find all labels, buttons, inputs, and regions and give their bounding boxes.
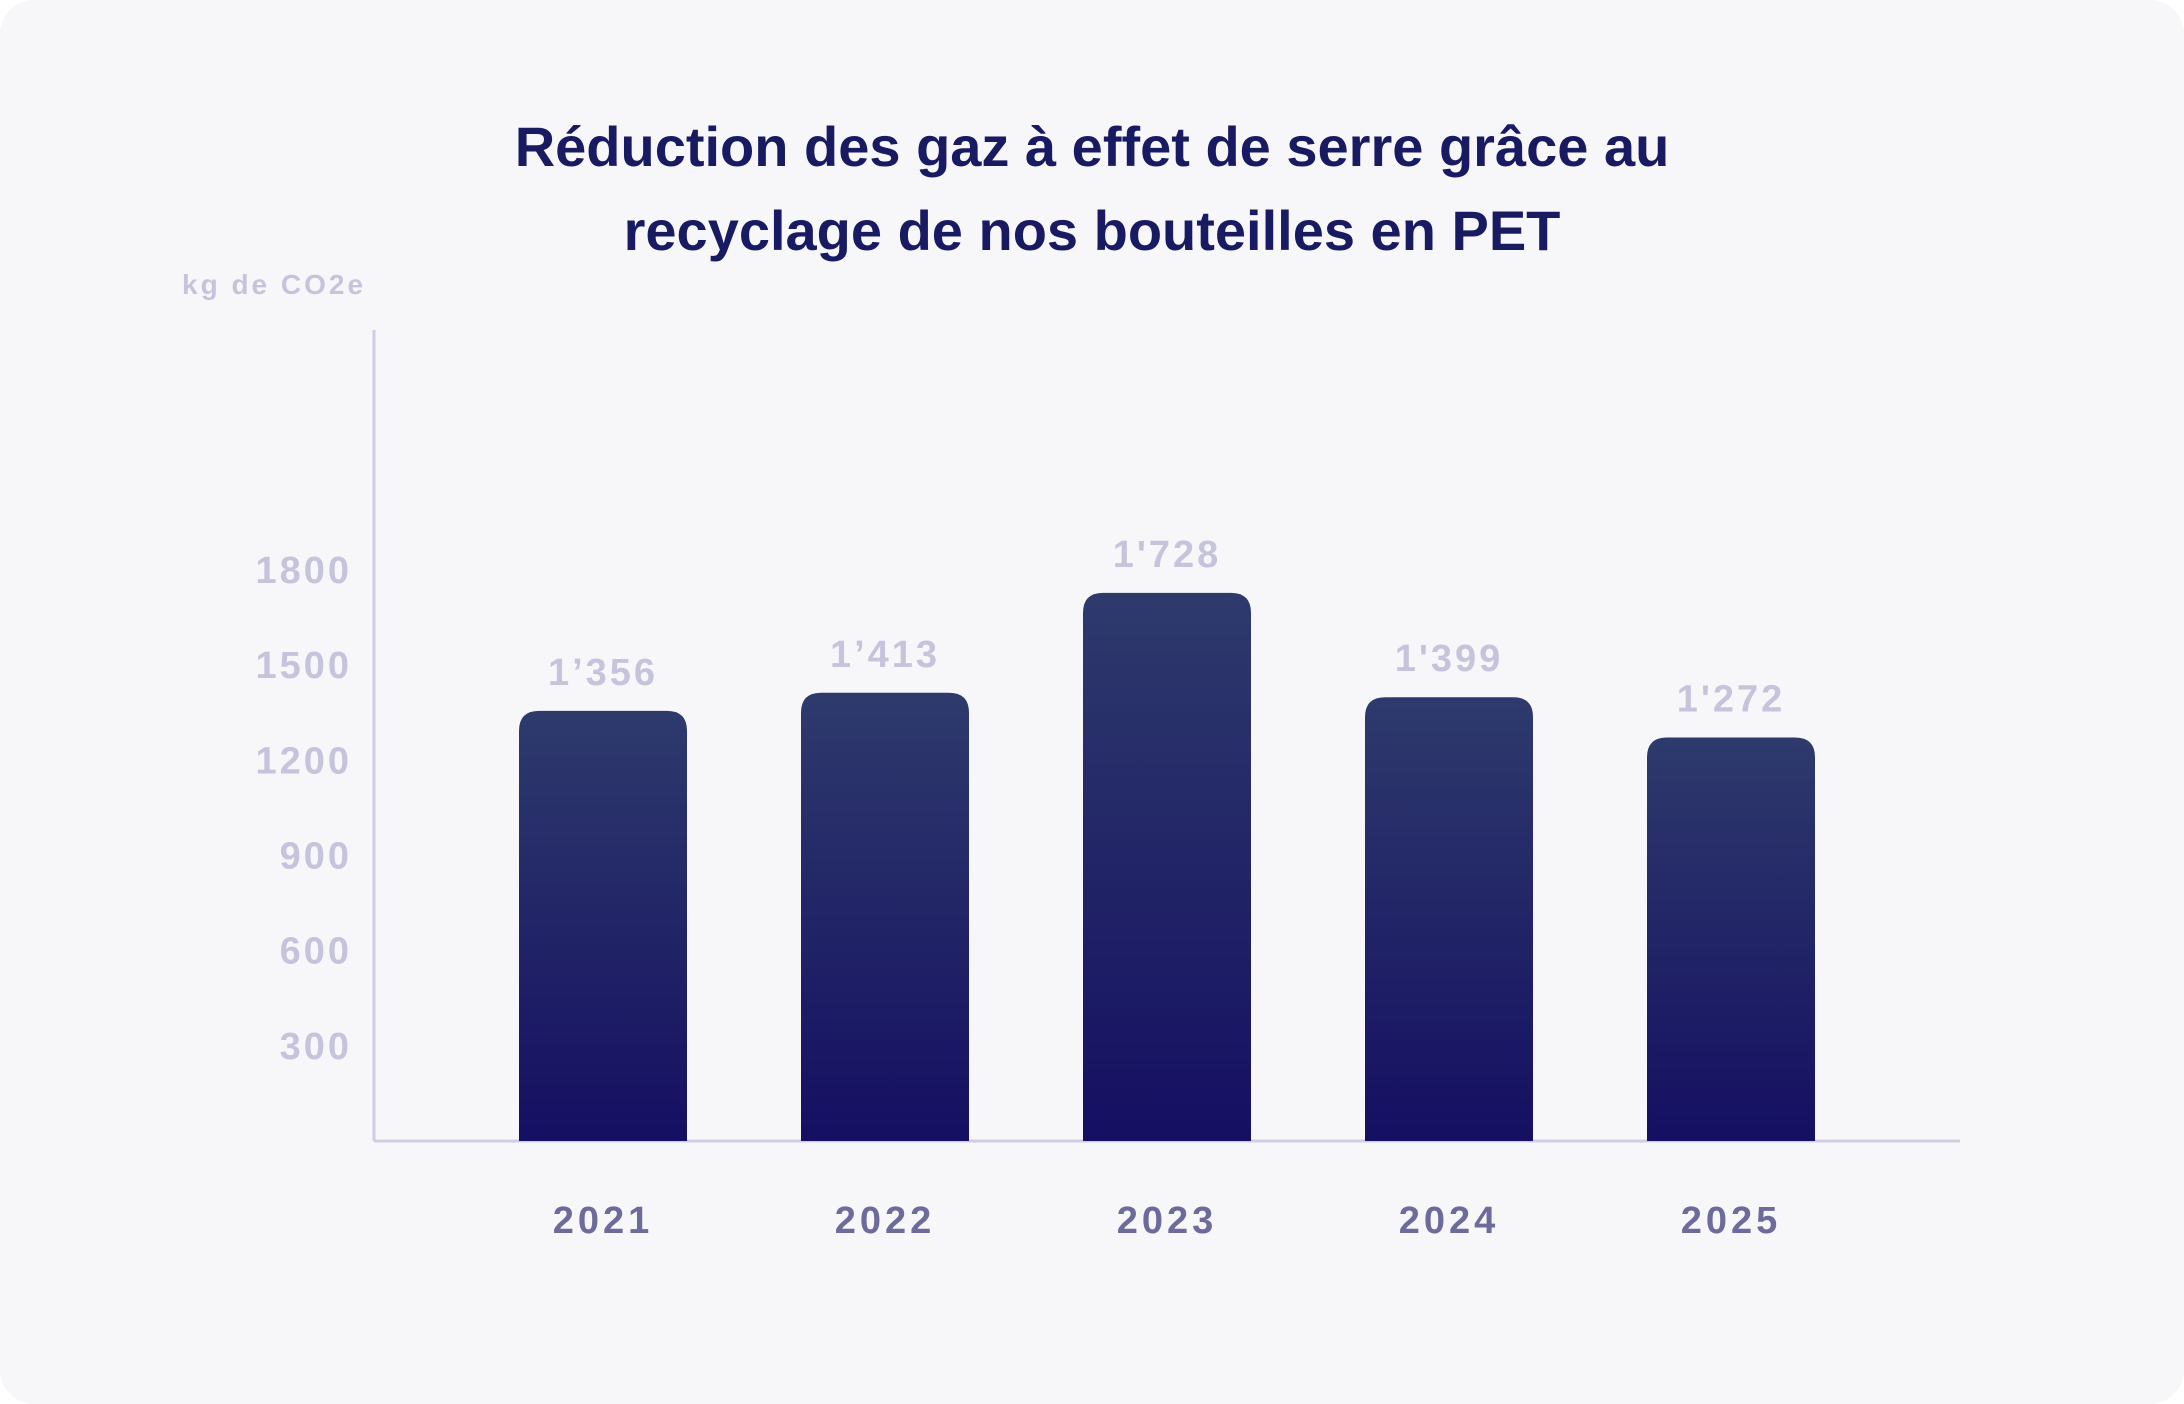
y-axis-ticks: 300 600 900 1200 1500 1800 bbox=[255, 550, 352, 1068]
bar-2022 bbox=[801, 692, 969, 1141]
chart-title-line-1: Réduction des gaz à effet de serre grâce… bbox=[514, 115, 1670, 178]
y-tick-label: 300 bbox=[280, 1026, 352, 1068]
bars: 1’356 1’413 1'728 1'399 1'272 bbox=[519, 534, 1815, 1141]
bar-value-label: 1’413 bbox=[830, 634, 940, 676]
bar-2024 bbox=[1365, 697, 1533, 1141]
chart-title-line-2: recyclage de nos bouteilles en PET bbox=[623, 199, 1561, 262]
x-axis-ticks: 2021 2022 2023 2024 2025 bbox=[553, 1200, 1782, 1242]
y-tick-label: 900 bbox=[280, 836, 352, 878]
x-tick-label: 2025 bbox=[1681, 1200, 1782, 1242]
chart-title: Réduction des gaz à effet de serre grâce… bbox=[0, 105, 2184, 273]
x-tick-label: 2023 bbox=[1117, 1200, 1218, 1242]
bar-2023 bbox=[1083, 592, 1251, 1141]
x-tick-label: 2022 bbox=[835, 1200, 936, 1242]
y-tick-label: 1200 bbox=[255, 740, 352, 782]
bar-value-label: 1'399 bbox=[1395, 638, 1504, 680]
bar-2025 bbox=[1647, 737, 1815, 1141]
y-tick-label: 600 bbox=[280, 931, 352, 973]
bar-value-label: 1'728 bbox=[1113, 534, 1222, 576]
y-tick-label: 1500 bbox=[255, 645, 352, 687]
y-axis-unit-label: kg de CO2e bbox=[182, 269, 366, 300]
bar-value-label: 1'272 bbox=[1677, 679, 1786, 721]
x-tick-label: 2024 bbox=[1399, 1200, 1500, 1242]
y-tick-label: 1800 bbox=[255, 550, 352, 592]
bar-2021 bbox=[519, 710, 687, 1141]
bar-value-label: 1’356 bbox=[548, 652, 658, 694]
x-tick-label: 2021 bbox=[553, 1200, 654, 1242]
